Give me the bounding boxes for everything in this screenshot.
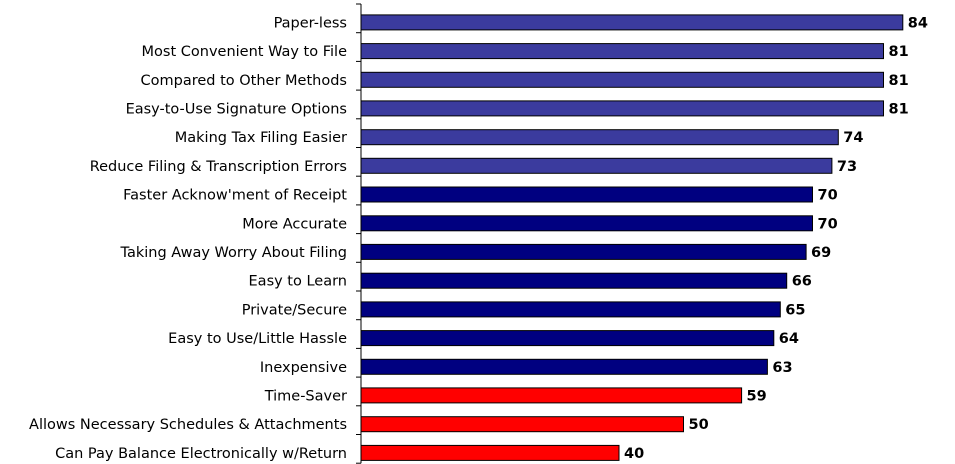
data-label: 70	[818, 216, 838, 232]
bar-faster-acknow-ment-of-receipt	[360, 186, 813, 203]
bar-easy-to-use-little-hassle	[360, 330, 775, 347]
category-label: Compared to Other Methods	[141, 73, 347, 89]
data-label: 59	[747, 388, 767, 404]
bars-group	[360, 14, 904, 461]
data-label: 81	[889, 101, 909, 117]
category-label: Easy to Learn	[249, 274, 347, 290]
bar-easy-to-use-signature-options	[360, 100, 884, 117]
data-label: 81	[889, 73, 909, 89]
category-label: Allows Necessary Schedules & Attachments	[29, 417, 347, 433]
category-label: Can Pay Balance Electronically w/Return	[55, 446, 347, 462]
category-labels: Paper-less Most Convenient Way to File Com…	[29, 15, 348, 462]
data-label: 84	[908, 15, 928, 31]
bar-easy-to-learn	[360, 272, 788, 289]
data-label: 40	[624, 446, 644, 462]
data-label: 73	[837, 159, 857, 175]
category-label: Faster Acknow'ment of Receipt	[123, 188, 347, 204]
bar-can-pay-balance-electronically-w-return	[360, 444, 620, 461]
bar-time-saver	[360, 387, 743, 404]
value-labels: 84 81 81 81 74 73 70 70 69 66 65 64 63 59 50 40	[624, 15, 928, 462]
data-label: 66	[792, 274, 812, 290]
data-label: 81	[889, 44, 909, 60]
category-label: Time-Saver	[264, 388, 347, 404]
category-label: Easy-to-Use Signature Options	[126, 101, 347, 117]
bar-compared-to-other-methods	[360, 71, 884, 88]
category-label: Paper-less	[274, 15, 347, 31]
category-label: Inexpensive	[260, 360, 347, 376]
bar-inexpensive	[360, 358, 768, 375]
bar-paper-less	[360, 14, 904, 31]
bar-taking-away-worry-about-filing	[360, 243, 807, 260]
data-label: 63	[772, 360, 792, 376]
category-label: Taking Away Worry About Filing	[120, 245, 348, 261]
bar-making-tax-filing-easier	[360, 129, 839, 146]
category-label: Making Tax Filing Easier	[175, 130, 347, 146]
bar-reduce-filing-transcription-errors	[360, 157, 833, 174]
category-label: More Accurate	[242, 216, 347, 232]
category-label: Easy to Use/Little Hassle	[168, 331, 347, 347]
category-label: Private/Secure	[242, 302, 347, 318]
data-label: 50	[689, 417, 709, 433]
data-label: 69	[811, 245, 831, 261]
bar-more-accurate	[360, 215, 813, 232]
data-label: 70	[818, 188, 838, 204]
data-label: 64	[779, 331, 799, 347]
category-label: Most Convenient Way to File	[142, 44, 348, 60]
data-label: 74	[843, 130, 863, 146]
bar-allows-necessary-schedules-attachments	[360, 416, 684, 433]
bar-private-secure	[360, 301, 781, 318]
category-label: Reduce Filing & Transcription Errors	[90, 159, 347, 175]
bar-most-convenient-way-to-file	[360, 43, 884, 60]
y-axis	[356, 3, 362, 464]
data-label: 65	[785, 302, 805, 318]
